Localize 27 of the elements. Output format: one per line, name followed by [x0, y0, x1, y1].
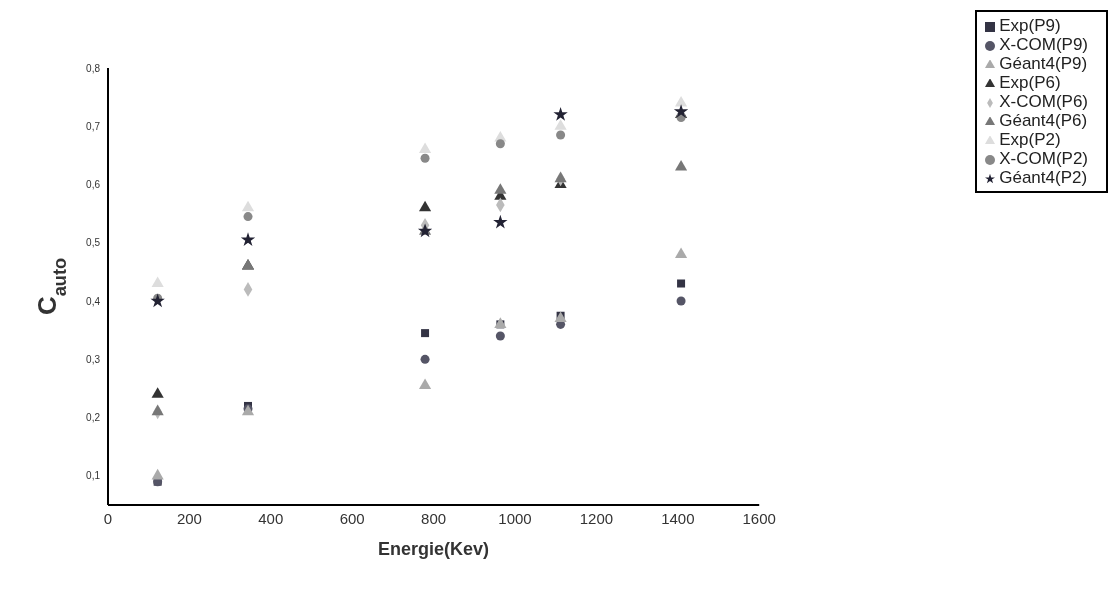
y-tick-label: 0,6 [86, 179, 101, 191]
legend-label: X-COM(P9) [999, 35, 1088, 54]
legend-label: Géant4(P9) [999, 54, 1088, 73]
x-tick-label: 1400 [661, 509, 695, 527]
legend-label: Géant4(P2) [999, 168, 1088, 187]
legend-label: X-COM(P6) [999, 92, 1088, 111]
x-tick-label: 600 [339, 509, 365, 527]
legend-label: X-COM(P2) [999, 149, 1088, 168]
y-tick-label: 0,4 [86, 295, 101, 307]
x-tick-label: 1600 [742, 509, 776, 527]
x-axis-title: Energie(Kev) [378, 539, 490, 559]
y-tick-label: 0,8 [86, 62, 101, 74]
x-tick-label: 0 [103, 509, 113, 527]
x-tick-label: 1000 [498, 509, 532, 527]
legend-label: Géant4(P6) [999, 111, 1088, 130]
x-tick-label: 1200 [579, 509, 614, 527]
x-tick-label: 400 [258, 509, 284, 527]
y-tick-label: 0,1 [86, 470, 101, 482]
legend-label: Exp(P2) [999, 130, 1061, 149]
y-tick-label: 0,5 [86, 237, 101, 249]
x-tick-label: 800 [421, 509, 447, 527]
x-tick-label: 200 [176, 509, 202, 527]
y-tick-label: 0,7 [86, 120, 101, 132]
y-tick-label: 0,2 [86, 412, 101, 424]
y-tick-label: 0,3 [86, 353, 101, 365]
legend-label: Exp(P9) [999, 16, 1061, 35]
legend-label: Exp(P6) [999, 73, 1061, 92]
